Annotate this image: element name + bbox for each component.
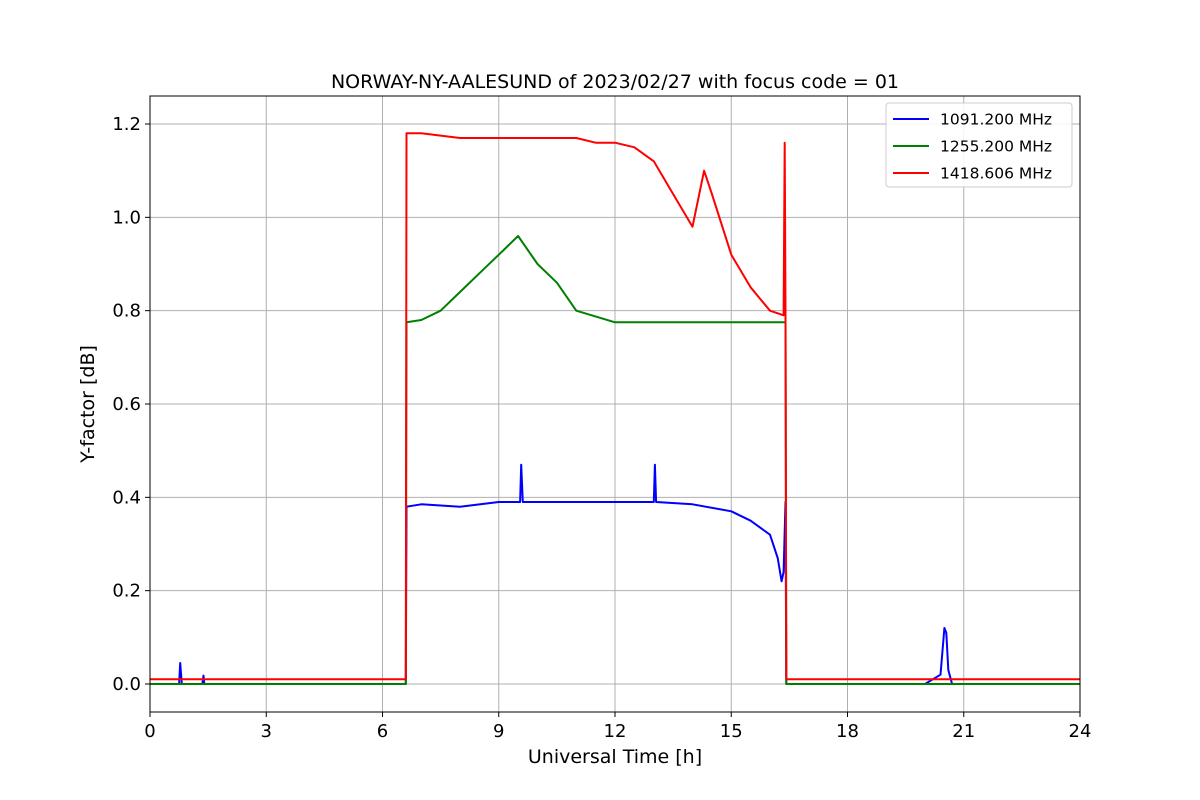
x-tick-label: 3 [261, 721, 272, 742]
x-tick-label: 24 [1069, 721, 1092, 742]
y-axis-ticks: 0.0 0.2 0.4 0.6 0.8 1.0 1.2 [112, 114, 150, 695]
x-tick-label: 6 [377, 721, 388, 742]
plot-lines [150, 132, 1080, 685]
legend-label-3: 1418.606 MHz [940, 165, 1052, 183]
y-tick-label: 0.6 [112, 394, 141, 415]
x-tick-label: 18 [836, 721, 859, 742]
chart-title: NORWAY-NY-AALESUND of 2023/02/27 with fo… [331, 71, 899, 93]
y-axis-label: Y-factor [dB] [77, 345, 99, 464]
legend-label-1: 1091.200 MHz [940, 111, 1052, 129]
x-tick-label: 9 [493, 721, 504, 742]
legend: 1091.200 MHz 1255.200 MHz 1418.606 MHz [885, 102, 1073, 188]
legend-box [885, 102, 1073, 188]
x-tick-label: 15 [720, 721, 743, 742]
x-axis-ticks: 0 3 6 9 12 15 18 21 24 [144, 712, 1091, 742]
series-line-2 [150, 235, 1080, 685]
series-line-3 [150, 132, 1080, 681]
y-tick-label: 0.8 [112, 301, 141, 322]
x-tick-label: 12 [604, 721, 627, 742]
y-tick-label: 1.0 [112, 207, 141, 228]
legend-label-2: 1255.200 MHz [940, 138, 1052, 156]
x-tick-label: 21 [952, 721, 975, 742]
x-axis-label: Universal Time [h] [528, 746, 702, 768]
y-tick-label: 0.2 [112, 581, 141, 602]
y-tick-label: 0.4 [112, 487, 141, 508]
y-tick-label: 1.2 [112, 114, 141, 135]
y-tick-label: 0.0 [112, 674, 141, 695]
x-tick-label: 0 [144, 721, 155, 742]
